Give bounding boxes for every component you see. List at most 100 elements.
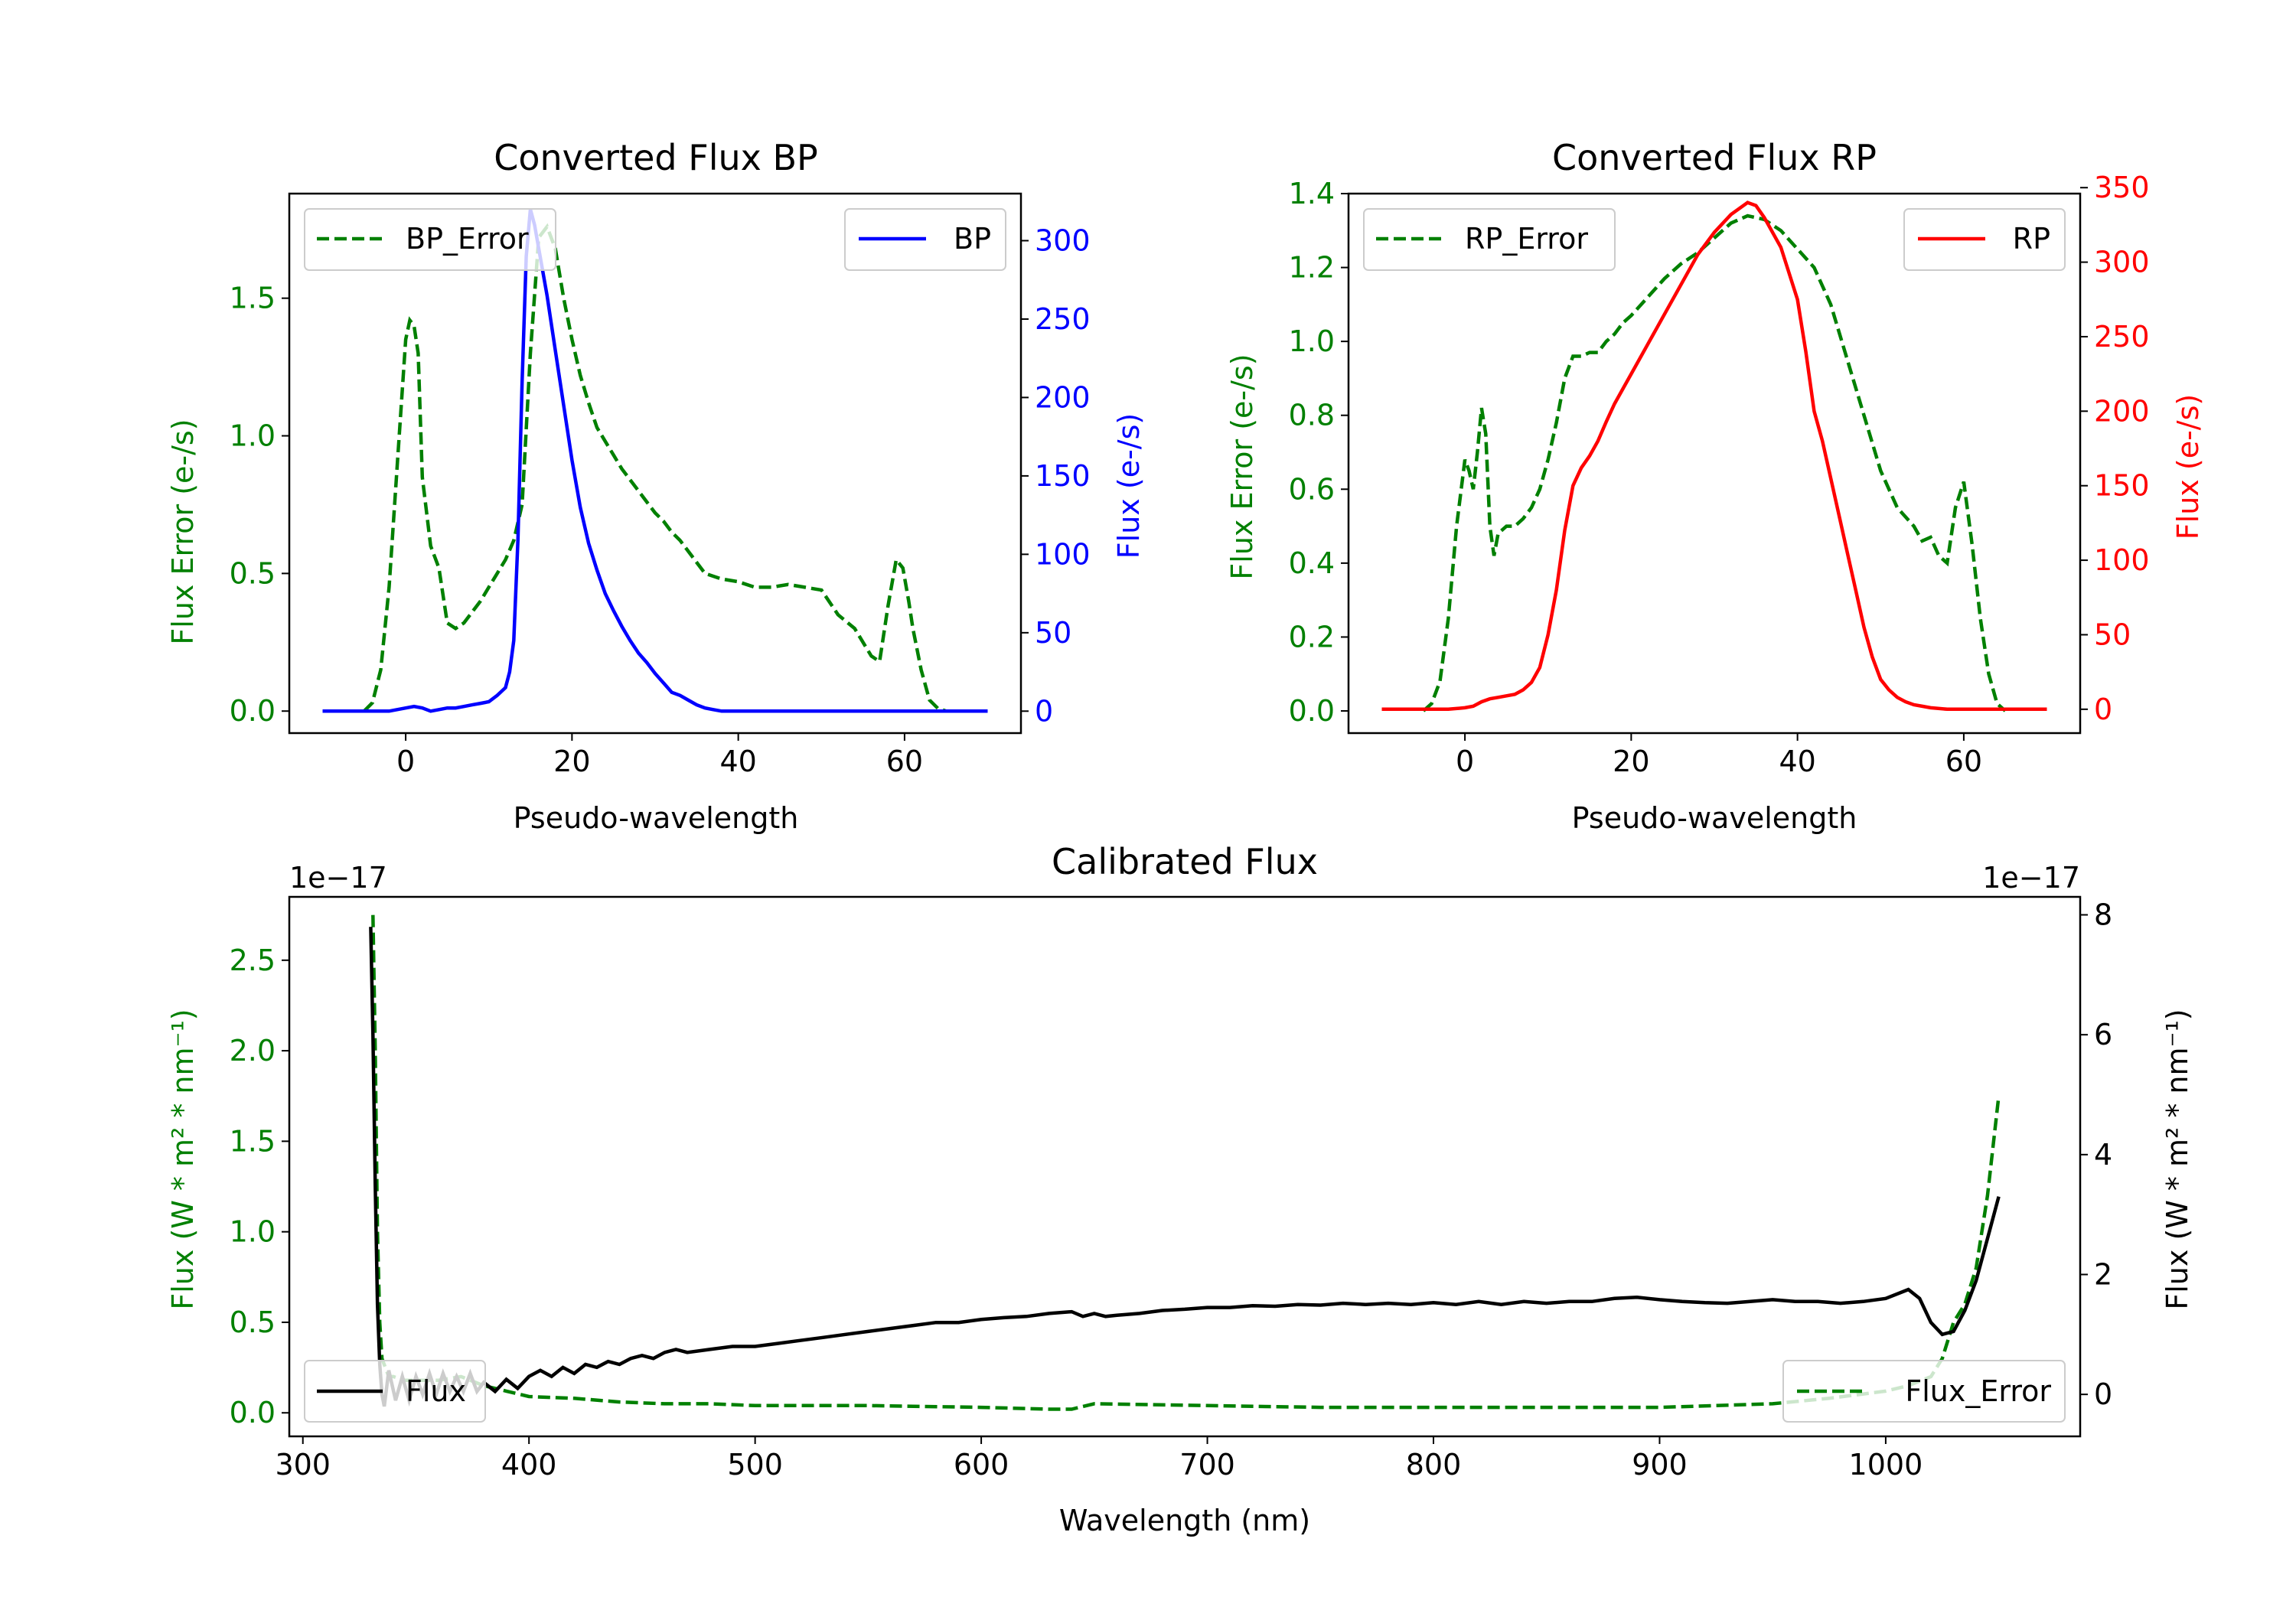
y-tick-label-left: 1.5 bbox=[230, 282, 276, 315]
bp-error-legend: BP_Error bbox=[304, 208, 556, 271]
legend-box bbox=[304, 1360, 486, 1423]
legend-label: RP_Error bbox=[1465, 222, 1588, 256]
x-tick-label: 60 bbox=[1945, 745, 1982, 778]
bp-xticks: 0 20 40 60 bbox=[396, 733, 923, 778]
rp-xlabel: Pseudo-wavelength bbox=[1572, 801, 1857, 835]
y-tick-label-right: 250 bbox=[1035, 302, 1091, 336]
rp-ylabel-left: Flux Error (e-/s) bbox=[1225, 354, 1259, 579]
cal-xticks: 300 400 500 600 700 800 900 1000 bbox=[275, 1436, 1923, 1482]
x-tick-label: 600 bbox=[954, 1448, 1009, 1482]
y-tick-label-left: 1.5 bbox=[230, 1124, 276, 1158]
rp-legend: RP bbox=[1903, 208, 2066, 271]
bp-line bbox=[322, 208, 988, 713]
y-tick-label-left: 0.5 bbox=[230, 1305, 276, 1339]
y-tick-label-right: 0 bbox=[2094, 693, 2112, 726]
rp-title: Converted Flux RP bbox=[1552, 137, 1877, 178]
bp-ylabel-left: Flux Error (e-/s) bbox=[166, 419, 200, 644]
bp-yticks-right: 0 50 100 150 200 250 300 bbox=[1021, 223, 1091, 728]
y-tick-label-right: 300 bbox=[1035, 223, 1091, 257]
y-tick-label-left: 0.8 bbox=[1289, 399, 1335, 432]
y-tick-label-right: 250 bbox=[2094, 320, 2150, 354]
y-tick-label-right: 0 bbox=[2094, 1377, 2112, 1411]
y-tick-label-right: 50 bbox=[2094, 618, 2131, 651]
cal-flux-legend: Flux bbox=[304, 1360, 486, 1423]
y-tick-label-left: 1.0 bbox=[230, 1215, 276, 1249]
cal-xlabel: Wavelength (nm) bbox=[1059, 1504, 1310, 1537]
y-tick-label-right: 2 bbox=[2094, 1258, 2112, 1292]
rp-line bbox=[1381, 200, 2047, 712]
cal-flux-error-legend: Flux_Error bbox=[1782, 1360, 2066, 1423]
y-tick-label-right: 350 bbox=[2094, 171, 2150, 204]
legend-label: BP_Error bbox=[406, 222, 529, 256]
panel-rp: Converted Flux RP Pseudo-wavelength Flux… bbox=[1225, 137, 2205, 835]
cal-offset-right: 1e−17 bbox=[1982, 861, 2080, 895]
cal-title: Calibrated Flux bbox=[1052, 841, 1318, 882]
rp-yticks-left: 0.0 0.2 0.4 0.6 0.8 1.0 1.2 1.4 bbox=[1289, 177, 1349, 728]
rp-error-line bbox=[1422, 214, 2007, 712]
y-tick-label-left: 0.5 bbox=[230, 556, 276, 590]
y-tick-label-right: 150 bbox=[2094, 469, 2150, 503]
y-tick-label-right: 100 bbox=[2094, 543, 2150, 577]
panel-calibrated: Calibrated Flux Wavelength (nm) 1e−17 1e… bbox=[166, 841, 2194, 1537]
x-tick-label: 900 bbox=[1632, 1448, 1688, 1482]
legend-label: Flux bbox=[406, 1374, 466, 1408]
bp-title: Converted Flux BP bbox=[494, 137, 818, 178]
cal-ylabel-left: Flux (W * m² * nm⁻¹) bbox=[166, 1009, 200, 1309]
y-tick-label-right: 4 bbox=[2094, 1138, 2112, 1172]
y-tick-label-right: 100 bbox=[1035, 537, 1091, 571]
y-tick-label-left: 2.0 bbox=[230, 1034, 276, 1068]
x-tick-label: 40 bbox=[1779, 745, 1815, 778]
y-tick-label-right: 8 bbox=[2094, 898, 2112, 932]
rp-yticks-right: 0 50 100 150 200 250 300 350 bbox=[2080, 171, 2150, 726]
bp-legend: BP bbox=[844, 208, 1006, 271]
rp-error-legend: RP_Error bbox=[1363, 208, 1616, 271]
y-tick-label-left: 1.4 bbox=[1289, 177, 1335, 210]
panel-bp: Converted Flux BP Pseudo-wavelength Flux… bbox=[166, 137, 1146, 835]
x-tick-label: 800 bbox=[1406, 1448, 1462, 1482]
rp-ylabel-right: Flux (e-/s) bbox=[2171, 394, 2205, 539]
y-tick-label-left: 2.5 bbox=[230, 944, 276, 977]
rp-plot-frame bbox=[1347, 192, 2082, 735]
y-tick-label-right: 200 bbox=[2094, 394, 2150, 428]
y-tick-label-left: 1.2 bbox=[1289, 251, 1335, 285]
legend-label: BP bbox=[954, 222, 991, 256]
y-tick-label-left: 1.0 bbox=[230, 419, 276, 453]
cal-yticks-left: 0.0 0.5 1.0 1.5 2.0 2.5 bbox=[230, 944, 289, 1429]
y-tick-label-left: 1.0 bbox=[1289, 324, 1335, 358]
y-tick-label-left: 0.0 bbox=[230, 1396, 276, 1429]
legend-box bbox=[1782, 1360, 2066, 1423]
legend-label: Flux_Error bbox=[1905, 1374, 2051, 1408]
y-tick-label-left: 0.2 bbox=[1289, 620, 1335, 654]
y-tick-label-left: 0.6 bbox=[1289, 472, 1335, 506]
x-tick-label: 60 bbox=[886, 745, 923, 778]
legend-label: RP bbox=[2013, 222, 2050, 256]
cal-yticks-right: 0 2 4 6 8 bbox=[2080, 898, 2112, 1411]
bp-plot-frame bbox=[288, 192, 1022, 735]
x-tick-label: 700 bbox=[1179, 1448, 1235, 1482]
x-tick-label: 20 bbox=[1613, 745, 1649, 778]
y-tick-label-left: 0.0 bbox=[230, 694, 276, 728]
bp-yticks-left: 0.0 0.5 1.0 1.5 bbox=[230, 282, 289, 728]
rp-xticks: 0 20 40 60 bbox=[1456, 733, 1982, 778]
y-tick-label-right: 200 bbox=[1035, 380, 1091, 414]
y-tick-label-left: 0.0 bbox=[1289, 694, 1335, 728]
y-tick-label-right: 0 bbox=[1035, 694, 1053, 728]
x-tick-label: 0 bbox=[396, 745, 415, 778]
bp-ylabel-right: Flux (e-/s) bbox=[1112, 413, 1146, 559]
x-tick-label: 20 bbox=[553, 745, 590, 778]
y-tick-label-right: 300 bbox=[2094, 246, 2150, 279]
x-tick-label: 500 bbox=[727, 1448, 783, 1482]
cal-plot-frame bbox=[288, 895, 2082, 1438]
bp-error-line bbox=[363, 223, 947, 713]
y-tick-label-right: 50 bbox=[1035, 616, 1071, 650]
legend-box bbox=[1363, 208, 1616, 271]
cal-offset-left: 1e−17 bbox=[289, 861, 387, 895]
x-tick-label: 0 bbox=[1456, 745, 1474, 778]
y-tick-label-right: 150 bbox=[1035, 459, 1091, 493]
y-tick-label-right: 6 bbox=[2094, 1018, 2112, 1051]
x-tick-label: 1000 bbox=[1849, 1448, 1923, 1482]
cal-ylabel-right: Flux (W * m² * nm⁻¹) bbox=[2161, 1009, 2194, 1309]
y-tick-label-left: 0.4 bbox=[1289, 546, 1335, 580]
x-tick-label: 40 bbox=[719, 745, 756, 778]
